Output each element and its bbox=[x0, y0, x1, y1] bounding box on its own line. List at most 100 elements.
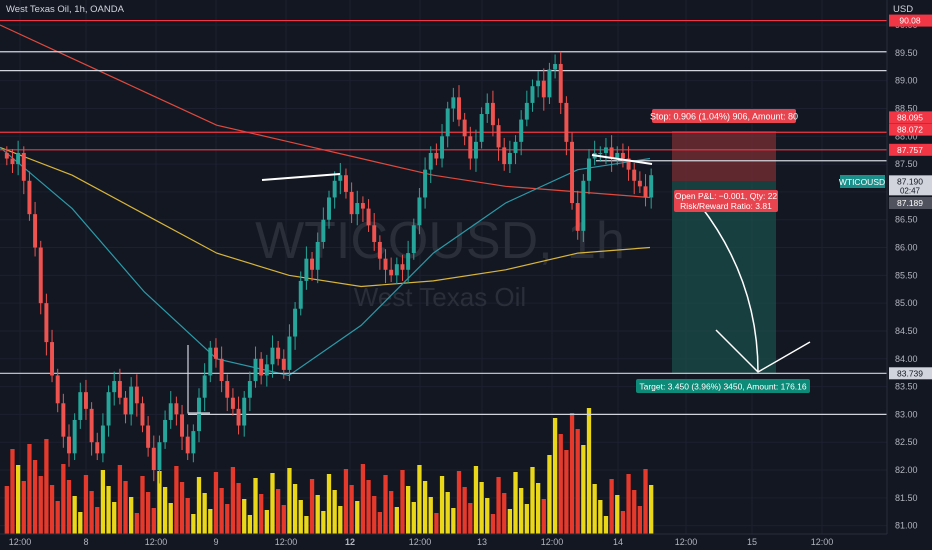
candle-body bbox=[44, 303, 49, 343]
y-tick-label: 85.50 bbox=[895, 270, 918, 280]
candle-body bbox=[581, 180, 586, 231]
volume-bar bbox=[485, 498, 490, 534]
candle-body bbox=[575, 203, 580, 231]
moving-average-yellow bbox=[0, 146, 651, 288]
time-axis[interactable]: 12:00 8 12:00 9 12:00 12 12:00 13 12:00 14 12:00 15… bbox=[0, 533, 932, 550]
volume-bar bbox=[400, 470, 405, 534]
volume-bar bbox=[191, 514, 196, 534]
stop-zone bbox=[672, 130, 776, 182]
volume-bar bbox=[225, 504, 230, 534]
y-tick-label: 85.00 bbox=[895, 298, 918, 308]
horizontal-levels[interactable] bbox=[0, 19, 887, 416]
candle-body bbox=[50, 342, 55, 376]
stop-badge[interactable]: Stop: 0.906 (1.04%) 906, Amount: 80 bbox=[650, 109, 798, 123]
volume-bar bbox=[507, 509, 513, 534]
price-tag-label: 87.757 bbox=[897, 145, 923, 155]
candle-body bbox=[61, 403, 66, 437]
volume-bar bbox=[603, 516, 609, 534]
candle-body bbox=[10, 158, 15, 165]
volume-bar bbox=[338, 506, 343, 534]
candle-body bbox=[394, 264, 399, 276]
candle-body bbox=[38, 247, 43, 304]
x-tick-label: 12:00 bbox=[811, 537, 834, 547]
volume-bar bbox=[179, 482, 185, 534]
trend-line bbox=[591, 154, 653, 165]
candle-body bbox=[541, 80, 546, 98]
y-tick-label: 86.50 bbox=[895, 215, 918, 225]
arrow-head bbox=[715, 329, 811, 373]
volume-bar bbox=[10, 449, 15, 534]
volume-bar bbox=[422, 481, 428, 534]
volume-bar bbox=[394, 507, 399, 534]
candle-body bbox=[134, 386, 139, 404]
volume-bar bbox=[264, 510, 269, 534]
x-tick-label: 12:00 bbox=[145, 537, 168, 547]
pnl-badge[interactable]: Open P&L: −0.001, Qty: 22 Risk/Reward Ra… bbox=[674, 190, 778, 212]
volume-bar bbox=[117, 465, 123, 534]
volume-bar bbox=[259, 494, 264, 534]
volume-bar bbox=[615, 495, 620, 534]
candle-body bbox=[598, 152, 603, 154]
candle-body bbox=[129, 386, 134, 415]
candle-body bbox=[293, 308, 298, 337]
y-tick-label: 83.50 bbox=[895, 382, 918, 392]
volume-bar bbox=[383, 475, 388, 534]
trend-line bbox=[261, 173, 341, 181]
volume-bar bbox=[496, 477, 501, 534]
volume-bar bbox=[643, 469, 648, 534]
volume-bar bbox=[490, 514, 496, 534]
volume-bar bbox=[411, 502, 416, 534]
candle-body bbox=[33, 214, 38, 248]
price-axis[interactable]: 81.00 81.50 82.00 82.50 83.00 83.50 84.00 84.50… bbox=[886, 0, 932, 550]
volume-bar bbox=[332, 490, 337, 534]
candle-body bbox=[440, 136, 445, 159]
volume-bar bbox=[417, 465, 422, 534]
volume-bar bbox=[95, 507, 100, 534]
volume-bar bbox=[106, 486, 111, 534]
volume-bar bbox=[355, 501, 360, 534]
candle-body bbox=[468, 136, 473, 159]
price-tag bbox=[889, 143, 932, 156]
volume-bar bbox=[185, 498, 190, 534]
y-tick-label: 86.00 bbox=[895, 243, 918, 253]
candle-body bbox=[208, 347, 213, 376]
candle-body bbox=[321, 219, 326, 242]
candle-body bbox=[400, 264, 405, 270]
volume-bar bbox=[134, 513, 139, 534]
volume-bar bbox=[145, 492, 151, 534]
target-badge[interactable]: Target: 3.450 (3.96%) 3450, Amount: 176.… bbox=[636, 379, 810, 393]
volume-bar bbox=[321, 511, 326, 534]
candle-body bbox=[197, 397, 201, 432]
candle-body bbox=[202, 375, 207, 398]
drawings[interactable] bbox=[187, 154, 811, 414]
pnl-label: Open P&L: −0.001, Qty: 22 bbox=[675, 191, 778, 201]
candle-body bbox=[123, 397, 128, 415]
volume-bar bbox=[620, 511, 626, 534]
candle-body bbox=[536, 80, 541, 87]
candle-body bbox=[637, 180, 642, 187]
volume-bar bbox=[275, 489, 281, 534]
y-tick-label: 83.00 bbox=[895, 409, 918, 419]
candle-body bbox=[423, 169, 428, 198]
candle-body bbox=[191, 431, 196, 454]
volume-bars bbox=[4, 408, 654, 534]
volume-bar bbox=[456, 471, 462, 534]
volume-bar bbox=[208, 509, 213, 534]
candle-body bbox=[479, 114, 484, 142]
candle-body bbox=[55, 375, 60, 404]
candle-body bbox=[355, 203, 360, 215]
volume-bar bbox=[575, 429, 580, 534]
volume-bar bbox=[434, 513, 439, 534]
candle-body bbox=[21, 152, 26, 181]
price-tag-label: 83.739 bbox=[897, 368, 923, 378]
candle-body bbox=[411, 225, 416, 254]
volume-bar bbox=[253, 478, 258, 534]
candle-body bbox=[264, 364, 269, 376]
candle-body bbox=[366, 208, 371, 226]
candle-body bbox=[519, 119, 524, 142]
candle-body bbox=[270, 347, 275, 365]
candle-body bbox=[140, 403, 145, 426]
volume-bar bbox=[83, 475, 89, 534]
symbol-tag[interactable]: WTICOUSD bbox=[839, 175, 885, 188]
